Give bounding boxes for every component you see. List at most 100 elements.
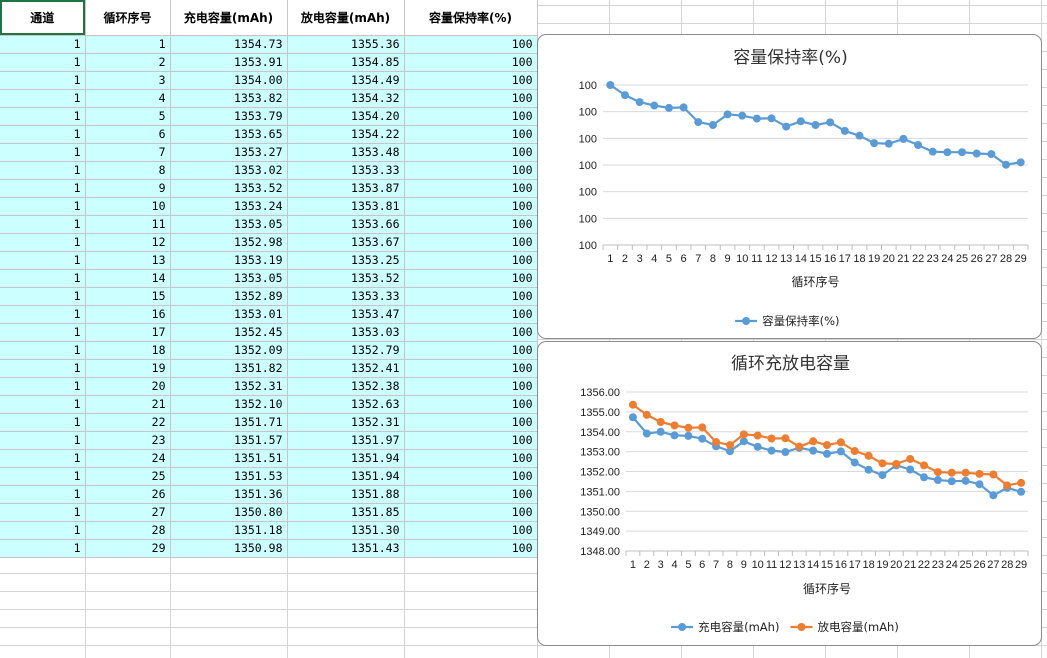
cell-retention[interactable]: 100 xyxy=(404,233,538,252)
cell-cycle[interactable]: 16 xyxy=(85,305,171,324)
cell-discharge[interactable]: 1353.33 xyxy=(287,287,405,306)
cell-discharge[interactable]: 1352.41 xyxy=(287,359,405,378)
cell-charge[interactable]: 1350.98 xyxy=(170,539,288,558)
cell-retention[interactable]: 100 xyxy=(404,449,538,468)
cell-channel[interactable]: 1 xyxy=(0,521,86,540)
cell-cycle[interactable]: 17 xyxy=(85,323,171,342)
cell-cycle[interactable]: 8 xyxy=(85,161,171,180)
cell-retention[interactable]: 100 xyxy=(404,467,538,486)
header-cell-cycle[interactable]: 循环序号 xyxy=(85,0,171,36)
cell-cycle[interactable]: 20 xyxy=(85,377,171,396)
cell-charge[interactable]: 1350.80 xyxy=(170,503,288,522)
cell-charge[interactable]: 1353.65 xyxy=(170,125,288,144)
cell-channel[interactable]: 1 xyxy=(0,377,86,396)
cell-retention[interactable]: 100 xyxy=(404,197,538,216)
cell-cycle[interactable]: 9 xyxy=(85,179,171,198)
cell-channel[interactable]: 1 xyxy=(0,323,86,342)
cell-retention[interactable]: 100 xyxy=(404,503,538,522)
cell-charge[interactable]: 1352.89 xyxy=(170,287,288,306)
cell-discharge[interactable]: 1353.47 xyxy=(287,305,405,324)
cell-discharge[interactable]: 1353.33 xyxy=(287,161,405,180)
cell-discharge[interactable]: 1354.20 xyxy=(287,107,405,126)
cell-discharge[interactable]: 1353.03 xyxy=(287,323,405,342)
cell-channel[interactable]: 1 xyxy=(0,89,86,108)
cell-retention[interactable]: 100 xyxy=(404,521,538,540)
cell-charge[interactable]: 1352.09 xyxy=(170,341,288,360)
cell-charge[interactable]: 1354.00 xyxy=(170,71,288,90)
cell-cycle[interactable]: 25 xyxy=(85,467,171,486)
cell-cycle[interactable]: 12 xyxy=(85,233,171,252)
cell-charge[interactable]: 1353.79 xyxy=(170,107,288,126)
cell-cycle[interactable]: 28 xyxy=(85,521,171,540)
cell-channel[interactable]: 1 xyxy=(0,341,86,360)
cell-channel[interactable]: 1 xyxy=(0,395,86,414)
header-cell-charge[interactable]: 充电容量(mAh) xyxy=(170,0,288,36)
cell-discharge[interactable]: 1351.97 xyxy=(287,431,405,450)
cell-retention[interactable]: 100 xyxy=(404,251,538,270)
cell-charge[interactable]: 1352.98 xyxy=(170,233,288,252)
cell-channel[interactable]: 1 xyxy=(0,125,86,144)
cell-charge[interactable]: 1351.57 xyxy=(170,431,288,450)
cell-channel[interactable]: 1 xyxy=(0,359,86,378)
cell-charge[interactable]: 1352.45 xyxy=(170,323,288,342)
cell-charge[interactable]: 1351.71 xyxy=(170,413,288,432)
cell-channel[interactable]: 1 xyxy=(0,287,86,306)
cell-cycle[interactable]: 4 xyxy=(85,89,171,108)
cell-charge[interactable]: 1351.51 xyxy=(170,449,288,468)
cell-charge[interactable]: 1353.24 xyxy=(170,197,288,216)
cell-cycle[interactable]: 1 xyxy=(85,35,171,54)
cell-retention[interactable]: 100 xyxy=(404,35,538,54)
cell-discharge[interactable]: 1353.48 xyxy=(287,143,405,162)
cell-retention[interactable]: 100 xyxy=(404,179,538,198)
cell-charge[interactable]: 1351.18 xyxy=(170,521,288,540)
cell-channel[interactable]: 1 xyxy=(0,431,86,450)
cell-retention[interactable]: 100 xyxy=(404,71,538,90)
cell-discharge[interactable]: 1354.49 xyxy=(287,71,405,90)
cell-retention[interactable]: 100 xyxy=(404,143,538,162)
cell-discharge[interactable]: 1353.66 xyxy=(287,215,405,234)
cell-discharge[interactable]: 1352.31 xyxy=(287,413,405,432)
cell-charge[interactable]: 1353.91 xyxy=(170,53,288,72)
cell-retention[interactable]: 100 xyxy=(404,107,538,126)
cell-channel[interactable]: 1 xyxy=(0,215,86,234)
cell-cycle[interactable]: 5 xyxy=(85,107,171,126)
cell-discharge[interactable]: 1351.30 xyxy=(287,521,405,540)
cell-discharge[interactable]: 1351.94 xyxy=(287,467,405,486)
cell-charge[interactable]: 1353.05 xyxy=(170,269,288,288)
cell-discharge[interactable]: 1351.85 xyxy=(287,503,405,522)
cell-discharge[interactable]: 1353.67 xyxy=(287,233,405,252)
cell-channel[interactable]: 1 xyxy=(0,413,86,432)
cell-retention[interactable]: 100 xyxy=(404,89,538,108)
cell-channel[interactable]: 1 xyxy=(0,179,86,198)
cell-cycle[interactable]: 15 xyxy=(85,287,171,306)
cell-cycle[interactable]: 13 xyxy=(85,251,171,270)
cell-retention[interactable]: 100 xyxy=(404,539,538,558)
cell-cycle[interactable]: 22 xyxy=(85,413,171,432)
cell-charge[interactable]: 1351.82 xyxy=(170,359,288,378)
cell-charge[interactable]: 1353.52 xyxy=(170,179,288,198)
cell-cycle[interactable]: 24 xyxy=(85,449,171,468)
cell-discharge[interactable]: 1353.52 xyxy=(287,269,405,288)
cell-cycle[interactable]: 29 xyxy=(85,539,171,558)
cell-charge[interactable]: 1353.05 xyxy=(170,215,288,234)
cell-retention[interactable]: 100 xyxy=(404,413,538,432)
cell-retention[interactable]: 100 xyxy=(404,125,538,144)
cell-channel[interactable]: 1 xyxy=(0,485,86,504)
cell-channel[interactable]: 1 xyxy=(0,449,86,468)
cell-charge[interactable]: 1353.02 xyxy=(170,161,288,180)
cell-channel[interactable]: 1 xyxy=(0,251,86,270)
cell-channel[interactable]: 1 xyxy=(0,503,86,522)
cell-channel[interactable]: 1 xyxy=(0,233,86,252)
header-cell-retention[interactable]: 容量保持率(%) xyxy=(404,0,538,36)
cell-channel[interactable]: 1 xyxy=(0,71,86,90)
cell-retention[interactable]: 100 xyxy=(404,431,538,450)
cell-retention[interactable]: 100 xyxy=(404,395,538,414)
cell-channel[interactable]: 1 xyxy=(0,197,86,216)
cell-discharge[interactable]: 1354.85 xyxy=(287,53,405,72)
cell-charge[interactable]: 1351.53 xyxy=(170,467,288,486)
cell-cycle[interactable]: 7 xyxy=(85,143,171,162)
cell-retention[interactable]: 100 xyxy=(404,53,538,72)
cell-retention[interactable]: 100 xyxy=(404,359,538,378)
cell-discharge[interactable]: 1351.88 xyxy=(287,485,405,504)
header-cell-discharge[interactable]: 放电容量(mAh) xyxy=(287,0,405,36)
